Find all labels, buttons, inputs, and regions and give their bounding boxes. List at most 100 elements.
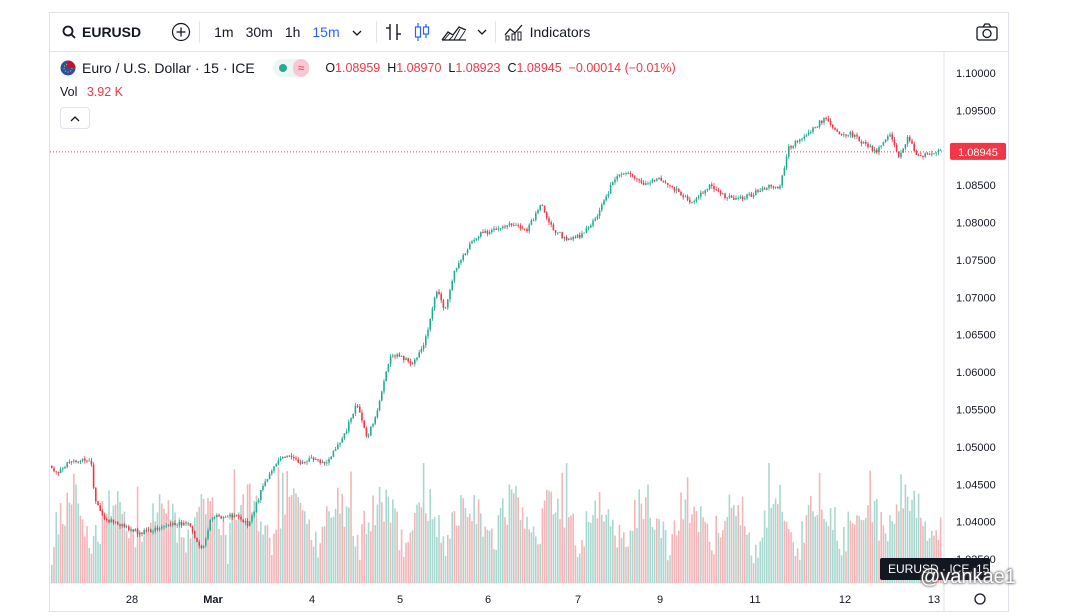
volume-bar [757,557,759,583]
volume-bar [271,555,273,583]
candle-body [559,232,561,234]
candle-body [499,228,502,229]
volume-bar [546,489,548,583]
candle-body [528,224,530,232]
symbol-search[interactable]: EURUSD [50,13,141,51]
volume-value: 3.92 K [86,85,124,99]
volume-bar [623,532,625,583]
interval-1m[interactable]: 1m [214,24,234,40]
candle-body [854,134,856,137]
volume-bar [519,520,522,583]
candle-body [62,468,64,470]
candle-body [693,201,695,203]
volume-bar [724,520,726,583]
volume-bar [704,521,706,583]
candle-body [933,153,935,155]
volume-bar [528,529,530,583]
bar-chart-type-icon[interactable] [385,22,403,42]
candle-body [79,460,82,462]
chart-type-dropdown-icon[interactable] [477,28,487,36]
volume-bar [620,537,623,583]
candle-body [464,253,467,256]
volume-bar [810,495,812,583]
candle-body [691,202,693,203]
volume-bar [689,522,691,583]
y-tick-label: 1.07500 [956,255,996,267]
candle-body [757,190,759,192]
candle-body [169,524,172,526]
interval-30m[interactable]: 30m [245,24,273,40]
candle-body [583,232,585,234]
candle-body [306,461,308,463]
volume-bar [504,517,506,583]
candle-body [477,236,480,239]
volume-bar [422,463,425,583]
candle-body [781,175,783,186]
x-tick-label: 28 [126,594,138,606]
high-value: 1.08970 [396,61,442,75]
volume-bar [407,541,409,583]
volume-bar [196,511,198,583]
candle-body [271,470,273,474]
interval-1h[interactable]: 1h [284,24,301,40]
candles-chart-type-icon[interactable] [413,22,431,42]
candle-body [873,149,876,151]
candle-body [851,132,854,137]
candle-body [519,225,522,229]
compare-button[interactable] [171,13,191,51]
collapse-legend-button[interactable] [60,107,90,129]
volume-bar [752,562,755,583]
volume-bar [722,530,724,583]
candle-body [640,180,643,183]
volume-bar [497,515,500,583]
candle-body [88,460,90,462]
volume-bar [708,541,711,583]
candle-body [616,176,618,180]
volume-bar [235,519,238,583]
candle-body [387,364,390,372]
volume-bar [491,528,493,583]
candle-body [801,138,803,140]
volume-bar [799,559,801,583]
volume-bar [288,496,291,583]
volume-bar [561,472,563,583]
candle-body [570,238,572,240]
candle-body [796,140,799,142]
candle-body [231,514,233,518]
y-tick-label: 1.04500 [956,479,996,491]
volume-bar [587,521,590,583]
interval-dropdown[interactable] [346,24,368,40]
market-status[interactable]: ≈ [272,59,310,77]
indicators-button[interactable]: Indicators [504,13,590,51]
snapshot-button[interactable] [976,13,998,51]
candle-body [365,427,368,437]
volume-bar [651,527,654,583]
candle-body [790,146,792,148]
volume-bar [658,519,660,583]
candle-body [484,230,486,234]
candle-body [915,150,918,155]
volume-bar [189,538,192,583]
candle-body [429,318,431,330]
candle-body [680,191,682,196]
area-chart-type-icon[interactable] [441,22,467,42]
volume-bar [209,501,211,583]
candle-body [752,195,755,197]
volume-bar [216,517,218,583]
candle-body [939,149,942,151]
candle-body [777,186,779,189]
candle-body [636,178,638,180]
candle-body [530,220,533,225]
volume-bar [90,553,93,583]
interval-15m[interactable]: 15m [312,24,340,40]
candle-body [191,526,194,532]
price-chart[interactable]: 1.100001.095001.090001.085001.080001.075… [50,13,1008,611]
volume-bar [306,523,308,583]
candle-body [97,501,99,506]
candle-body [812,127,814,132]
volume-bar [279,528,282,583]
volume-bar [827,526,830,583]
volume-bar [746,534,748,583]
candle-body [770,184,772,187]
settings-icon[interactable] [974,593,986,605]
